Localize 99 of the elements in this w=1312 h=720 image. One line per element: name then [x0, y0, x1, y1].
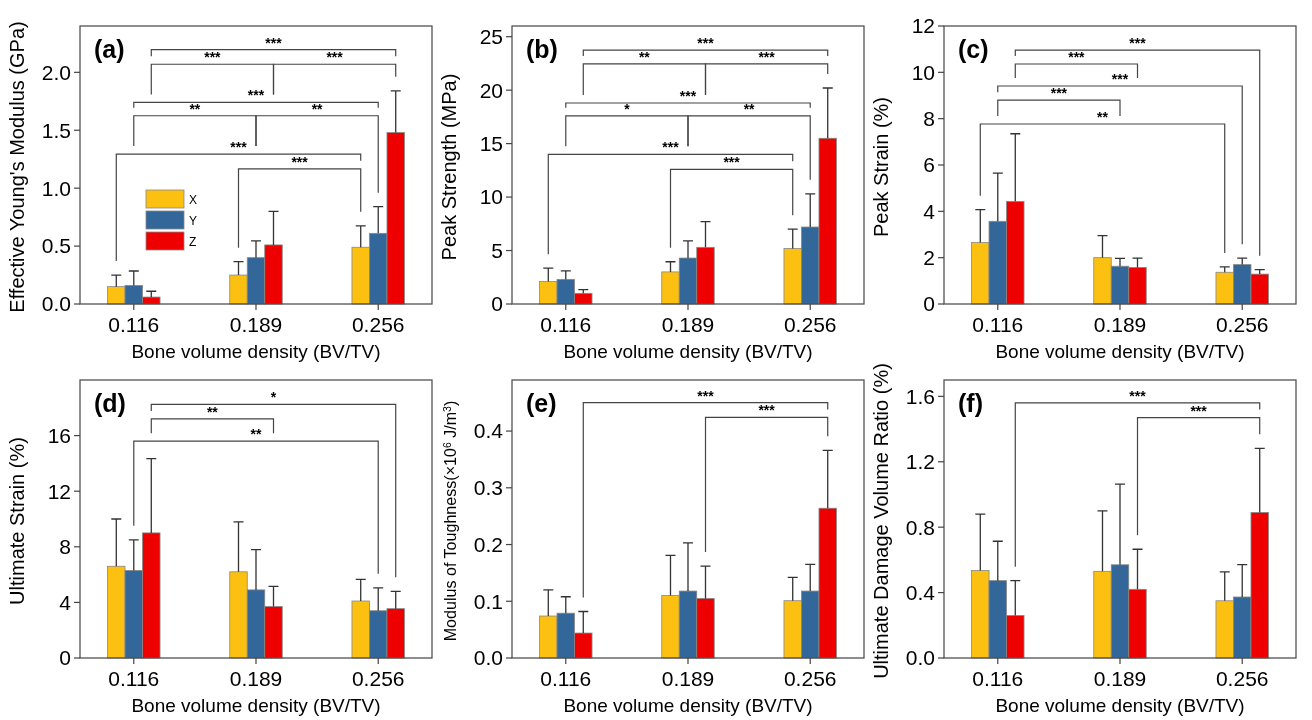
x-tick-label: 0.189 [1093, 313, 1147, 336]
chart-title: (f) [958, 389, 983, 417]
y-tick-label: 0.0 [41, 292, 71, 316]
annotation: *** [723, 154, 741, 171]
annotation: *** [697, 35, 715, 52]
y-tick-label: 8 [59, 535, 71, 559]
y-tick-label: 0.4 [905, 580, 936, 604]
chart-title: (a) [94, 35, 125, 63]
annotation: *** [1190, 402, 1208, 419]
y-tick-label: 20 [479, 78, 503, 102]
legend-label: X [189, 193, 198, 207]
y-tick-label: 0 [59, 646, 71, 670]
x-tick-label: 0.116 [108, 667, 160, 690]
y-tick-label: 25 [479, 25, 503, 49]
y-tick-label: 0.1 [473, 589, 503, 613]
x-tick-label: 0.189 [661, 313, 715, 336]
y-tick-label: 0.3 [473, 476, 503, 500]
x-tick-label: 0.116 [540, 313, 592, 336]
y-tick-label: 0.0 [905, 646, 935, 670]
y-tick-label: 15 [479, 131, 503, 155]
legend-label: Y [189, 214, 198, 228]
y-tick-label: 2.0 [41, 60, 71, 84]
annotation: *** [758, 402, 776, 419]
y-axis-title: Effective Young's Modulus (GPa) [6, 21, 28, 313]
y-axis-title: Peak Strength (MPa) [438, 73, 460, 261]
y-tick-label: 5 [491, 238, 503, 262]
x-tick-label: 0.256 [351, 313, 405, 336]
annotation: ** [250, 426, 262, 443]
y-tick-label: 10 [911, 60, 935, 84]
y-tick-label: 8 [923, 107, 935, 131]
y-tick-label: 0.8 [905, 515, 935, 539]
y-tick-label: 16 [47, 423, 71, 447]
y-tick-label: 4 [923, 199, 936, 223]
x-axis-title: Bone volume density (BV/TV) [995, 695, 1245, 716]
annotation: ** [743, 100, 756, 117]
chart-title: (b) [526, 35, 558, 63]
annotation: *** [204, 49, 222, 66]
annotation: ** [206, 403, 219, 420]
annotation: ** [311, 100, 324, 117]
chart-title: (d) [94, 389, 126, 417]
x-axis-title: Bone volume density (BV/TV) [995, 341, 1245, 362]
annotation: *** [1129, 387, 1147, 404]
x-tick-label: 0.256 [783, 313, 837, 336]
x-axis-title: Bone volume density (BV/TV) [131, 695, 381, 716]
y-tick-label: 0.4 [473, 419, 504, 443]
x-tick-label: 0.189 [661, 667, 715, 690]
y-tick-label: 1.5 [41, 118, 71, 142]
annotation: *** [758, 48, 776, 65]
y-axis-title: Peak Strain (%) [870, 96, 892, 238]
annotation: *** [662, 139, 680, 156]
x-tick-label: 0.116 [972, 667, 1024, 690]
y-tick-label: 0.2 [473, 532, 503, 556]
annotation: *** [1129, 35, 1147, 52]
x-axis-title: Bone volume density (BV/TV) [131, 341, 381, 362]
annotation: ** [189, 100, 201, 117]
y-tick-label: 0 [923, 292, 935, 316]
y-tick-label: 6 [923, 153, 935, 177]
annotation: ** [638, 48, 651, 65]
annotation: *** [1111, 71, 1129, 87]
x-tick-label: 0.256 [1215, 313, 1269, 336]
y-tick-label: 4 [59, 590, 72, 614]
x-axis-title: Bone volume density (BV/TV) [563, 695, 813, 716]
annotation: *** [291, 153, 309, 170]
x-axis-title: Bone volume density (BV/TV) [563, 341, 813, 362]
y-tick-label: 0.5 [41, 234, 71, 258]
annotation: *** [697, 387, 715, 404]
annotation: * [624, 100, 631, 117]
annotation: *** [1068, 48, 1086, 65]
y-tick-label: 1.6 [905, 384, 935, 408]
annotation: ** [1097, 109, 1109, 125]
legend-label: Z [189, 235, 197, 249]
y-tick-label: 12 [911, 14, 935, 38]
annotation: *** [679, 87, 697, 104]
x-tick-label: 0.256 [1215, 667, 1269, 690]
y-tick-label: 0.0 [473, 646, 503, 670]
x-tick-label: 0.256 [351, 667, 405, 690]
y-tick-label: 1.0 [41, 176, 71, 200]
x-tick-label: 0.116 [108, 313, 160, 336]
x-tick-label: 0.256 [783, 667, 837, 690]
x-tick-label: 0.116 [540, 667, 592, 690]
annotation: * [270, 389, 277, 406]
y-tick-label: 2 [923, 246, 935, 270]
y-tick-label: 1.2 [905, 450, 935, 474]
chart-title: (e) [526, 389, 557, 417]
x-tick-label: 0.116 [972, 313, 1024, 336]
y-tick-label: 12 [47, 479, 71, 503]
annotation: *** [326, 49, 344, 66]
y-axis-title: Ultimate Strain (%) [6, 437, 28, 605]
annotation: *** [265, 34, 283, 51]
annotation: *** [1050, 85, 1068, 102]
annotation: *** [230, 139, 248, 156]
x-tick-label: 0.189 [229, 667, 283, 690]
x-tick-label: 0.189 [1093, 667, 1147, 690]
x-tick-label: 0.189 [229, 313, 283, 336]
annotation: *** [247, 87, 265, 104]
y-axis-title: Ultimate Damage Volume Ratio (%) [870, 363, 892, 679]
y-tick-label: 10 [479, 185, 503, 209]
y-tick-label: 0 [491, 292, 503, 316]
chart-title: (c) [958, 35, 989, 63]
